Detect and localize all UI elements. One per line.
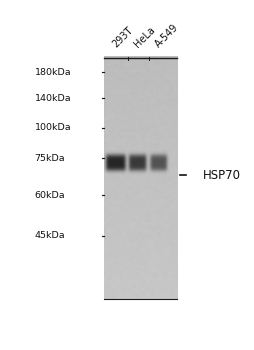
Text: 60kDa: 60kDa — [35, 191, 65, 199]
Text: 180kDa: 180kDa — [35, 68, 71, 77]
Text: A-549: A-549 — [154, 22, 181, 50]
Text: 75kDa: 75kDa — [35, 154, 65, 163]
Text: 45kDa: 45kDa — [35, 231, 65, 240]
Text: 293T: 293T — [110, 25, 135, 50]
Text: HeLa: HeLa — [132, 25, 157, 50]
Text: 100kDa: 100kDa — [35, 123, 71, 132]
Text: 140kDa: 140kDa — [35, 93, 71, 103]
Text: HSP70: HSP70 — [203, 169, 241, 182]
